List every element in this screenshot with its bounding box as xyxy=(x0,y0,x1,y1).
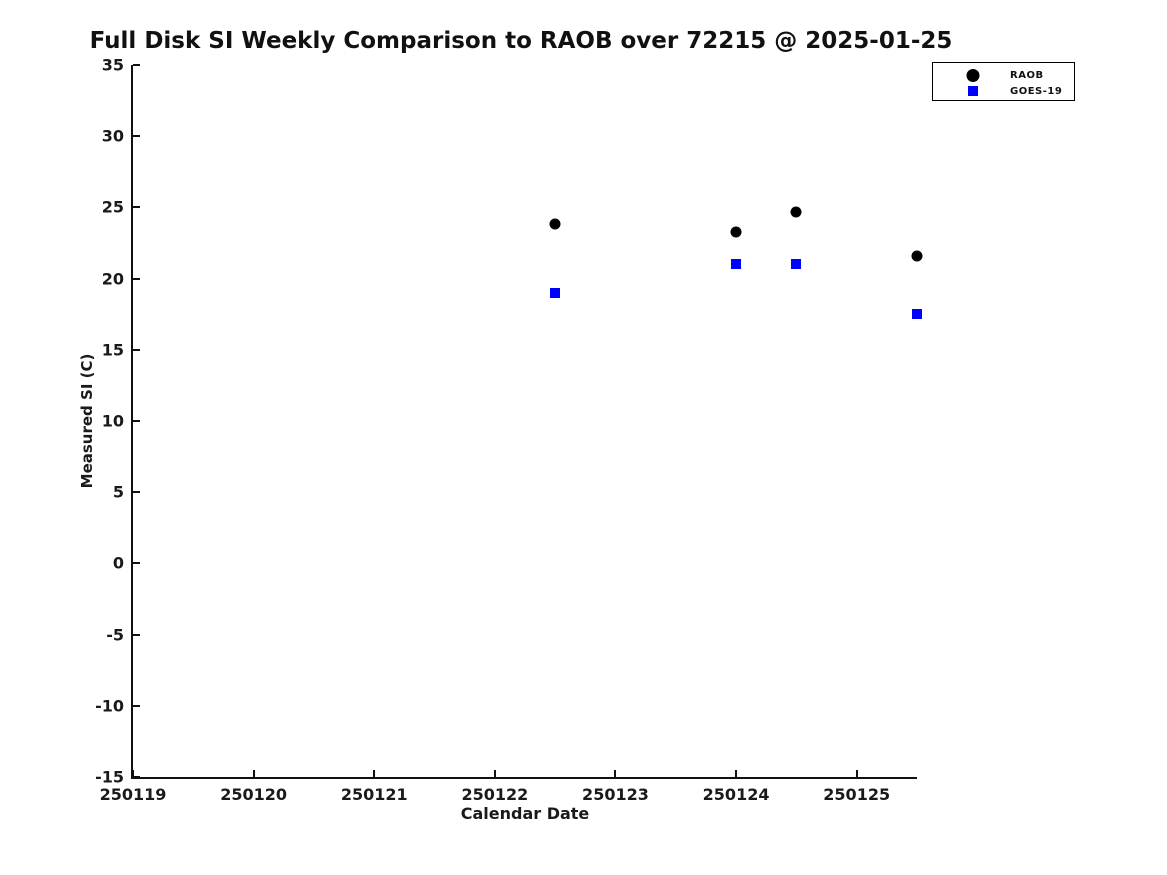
y-tick-mark xyxy=(133,206,140,209)
y-tick-label: 15 xyxy=(101,340,124,360)
x-tick-label: 250124 xyxy=(702,785,770,804)
y-tick-label: 30 xyxy=(101,126,124,146)
y-tick-label: -10 xyxy=(95,696,124,716)
y-tick-mark xyxy=(133,633,140,636)
data-point-goes-19 xyxy=(731,259,742,270)
x-tick-mark xyxy=(373,770,376,777)
x-tick-label: 250119 xyxy=(99,785,167,804)
legend-item-goes19: GOES-19 xyxy=(933,83,1074,99)
x-tick-mark xyxy=(735,770,738,777)
x-tick-mark xyxy=(252,770,255,777)
y-tick-label: -5 xyxy=(106,625,124,645)
x-tick-mark xyxy=(614,770,617,777)
y-tick-mark xyxy=(133,277,140,280)
y-tick-label: 20 xyxy=(101,269,124,289)
data-point-raob xyxy=(549,218,561,230)
x-tick-mark xyxy=(132,770,134,777)
chart-title: Full Disk SI Weekly Comparison to RAOB o… xyxy=(89,28,953,54)
data-point-raob xyxy=(730,226,742,238)
data-point-goes-19 xyxy=(791,259,802,270)
plot-area: 250119 250120 250121 250122 250123 250124 2501… xyxy=(95,56,923,804)
x-tick-label: 250123 xyxy=(582,785,649,804)
y-tick-mark xyxy=(133,348,140,351)
legend-label-goes19: GOES-19 xyxy=(1010,85,1063,97)
data-point-raob xyxy=(911,250,923,262)
x-tick-label: 250122 xyxy=(461,785,529,804)
legend: RAOB GOES-19 xyxy=(932,62,1075,101)
y-tick-label: -15 xyxy=(95,767,124,787)
y-tick-mark xyxy=(133,420,140,422)
data-point-goes-19 xyxy=(912,309,922,320)
y-tick-mark xyxy=(133,64,140,66)
x-tick-mark xyxy=(855,770,858,777)
x-axis-spine xyxy=(131,777,917,779)
y-axis-title: Measured SI (C) xyxy=(78,353,96,489)
y-tick-label: 25 xyxy=(101,197,124,217)
y-tick-mark xyxy=(133,135,140,138)
x-axis-title: Calendar Date xyxy=(460,804,590,823)
legend-label-raob: RAOB xyxy=(1010,69,1044,81)
y-tick-label: 5 xyxy=(112,482,124,502)
data-point-goes-19 xyxy=(550,287,561,298)
legend-item-raob: RAOB xyxy=(933,67,1074,83)
y-tick-mark xyxy=(133,562,140,565)
x-tick-label: 250120 xyxy=(220,785,288,804)
x-tick-label: 250125 xyxy=(823,785,891,804)
data-point-raob xyxy=(790,206,802,218)
y-axis-spine xyxy=(131,65,133,779)
y-tick-mark xyxy=(133,704,140,707)
y-tick-mark xyxy=(133,776,140,778)
y-tick-label: 35 xyxy=(101,55,124,75)
y-tick-mark xyxy=(133,491,140,494)
y-tick-label: 0 xyxy=(112,553,124,573)
x-tick-label: 250121 xyxy=(340,785,408,804)
goes19-square-marker-icon xyxy=(968,86,978,96)
x-tick-mark xyxy=(493,770,496,777)
raob-circle-marker-icon xyxy=(966,68,980,82)
y-tick-label: 10 xyxy=(101,411,124,431)
